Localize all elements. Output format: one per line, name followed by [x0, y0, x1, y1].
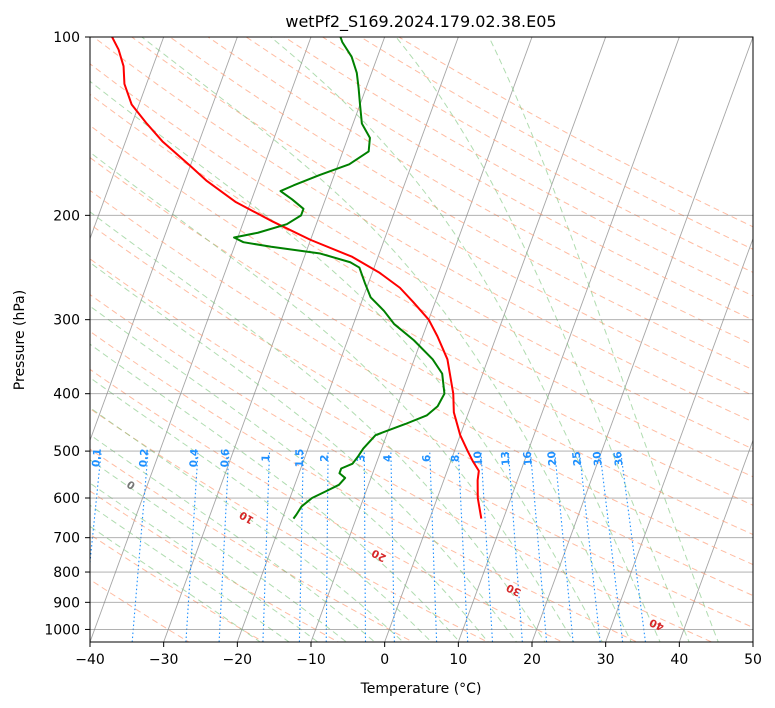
mixing-ratio-label: 4: [382, 454, 394, 462]
x-tick-label: 10: [449, 652, 467, 668]
dry-adiabat-line: [90, 294, 713, 642]
mixing-ratio-line: [480, 451, 494, 642]
mixing-ratio-label: 10: [472, 451, 485, 466]
isotherm-line: [384, 37, 607, 642]
dewpoint-profile: [233, 37, 446, 520]
mixing-ratio-label: 16: [522, 451, 535, 467]
temperature-profile: [111, 37, 483, 519]
plot-frame: [89, 36, 754, 643]
y-tick-label: 500: [53, 444, 80, 460]
mixing-ratio-label: 20: [546, 451, 559, 467]
mixing-ratio-label: 6: [421, 454, 433, 462]
mixing-ratio-label: 0.6: [219, 448, 232, 467]
mixing-ratio-line: [457, 451, 469, 642]
dry-adiabat-line: [90, 93, 753, 478]
chart-title: wetPf2_S169.2024.179.02.38.E05: [285, 12, 556, 32]
dry-adiabat-label: 40: [648, 616, 666, 633]
moist-adiabat-line: [90, 525, 262, 642]
isotherm-line: [90, 37, 312, 642]
isotherm-line: [90, 37, 238, 442]
x-tick-label: −40: [75, 652, 105, 668]
isotherm-line: [310, 37, 533, 642]
mixing-ratio-line: [363, 451, 367, 642]
x-tick-label: −30: [149, 652, 179, 668]
mixing-ratio-label: 30: [591, 451, 605, 467]
dry-adiabat-line: [90, 189, 753, 566]
x-tick-label: 50: [744, 652, 762, 668]
y-tick-label: 300: [53, 313, 80, 329]
dry-adiabat-line: [245, 37, 753, 321]
mixing-ratio-label: 1: [260, 454, 272, 462]
moist-adiabat-line: [90, 504, 290, 642]
mixing-ratio-line: [298, 451, 304, 642]
isotherm-line: [90, 37, 165, 240]
isotherm-line: [605, 237, 753, 642]
y-tick-label: 600: [53, 491, 80, 507]
mixing-ratio-label: 8: [449, 454, 461, 462]
mixing-ratio-label: 0.2: [137, 448, 151, 468]
mixing-ratio-line: [429, 451, 438, 642]
mixing-ratio-label: 2: [319, 454, 331, 461]
mixing-ratio-label: 0.4: [188, 448, 201, 467]
isotherm-line: [531, 37, 753, 642]
y-tick-label: 200: [53, 208, 80, 224]
mixing-ratio-lines: [90, 451, 646, 642]
dry-adiabat-line: [90, 448, 414, 642]
dry-adiabats: [90, 37, 753, 642]
mixing-ratio-label: 36: [612, 451, 626, 467]
x-tick-label: 0: [380, 652, 389, 668]
dry-adiabat-line: [90, 533, 265, 642]
x-tick-label: −20: [223, 652, 253, 668]
isobar-grid: [90, 37, 753, 630]
moist-adiabat-line: [90, 434, 376, 642]
isotherm-line: [236, 37, 459, 642]
moist-adiabat-line: [395, 37, 690, 642]
mixing-ratio-line: [325, 451, 329, 642]
y-axis-title: Pressure (hPa): [12, 290, 28, 390]
dry-adiabat-line: [90, 156, 753, 536]
plot-area: 0.10.20.40.611.52346810131620253036-100-…: [90, 37, 753, 642]
y-tick-label: 700: [53, 531, 80, 547]
dry-adiabat-line: [90, 330, 639, 642]
y-tick-label: 800: [53, 565, 80, 581]
isotherm-grid: [90, 37, 753, 642]
dry-adiabat-line: [207, 37, 753, 346]
mixing-ratio-line: [262, 451, 271, 642]
dry-adiabat-line: [90, 408, 489, 642]
isotherm-line: [457, 37, 680, 642]
mixing-ratio-label: 0.1: [90, 448, 104, 468]
mixing-ratio-line: [390, 451, 395, 642]
x-tick-label: 40: [670, 652, 688, 668]
dry-adiabat-line: [90, 223, 753, 597]
y-tick-label: 100: [53, 30, 80, 46]
moist-adiabat-line: [488, 37, 719, 642]
dry-adiabat-line: [92, 37, 753, 423]
sounding-profiles: [111, 37, 483, 520]
y-tick-label: 400: [53, 387, 80, 403]
x-axis-title: Temperature (°C): [360, 681, 482, 697]
x-tick-label: −10: [296, 652, 326, 668]
mixing-ratio-label: 1.5: [294, 449, 306, 468]
moist-adiabat-line: [90, 305, 489, 642]
dry-adiabat-line: [130, 37, 753, 397]
mixing-ratio-label: 3: [355, 455, 367, 462]
mixing-ratio-label: 25: [571, 451, 585, 467]
axes: −40 −30 −20 −10 0 10 20 30 40 5010020030040050060…: [44, 30, 762, 668]
x-tick-label: 30: [597, 652, 615, 668]
x-tick-label: 20: [523, 652, 541, 668]
dry-adiabat-line: [90, 578, 190, 642]
dry-adiabat-label: 30: [505, 581, 523, 598]
mixing-ratio-label: 13: [499, 451, 512, 466]
isotherm-line: [163, 37, 386, 642]
mixing-ratio-line: [218, 451, 230, 642]
y-tick-label: 900: [53, 595, 80, 611]
mixing-ratio-line: [185, 451, 199, 642]
y-tick-label: 1000: [44, 622, 80, 638]
